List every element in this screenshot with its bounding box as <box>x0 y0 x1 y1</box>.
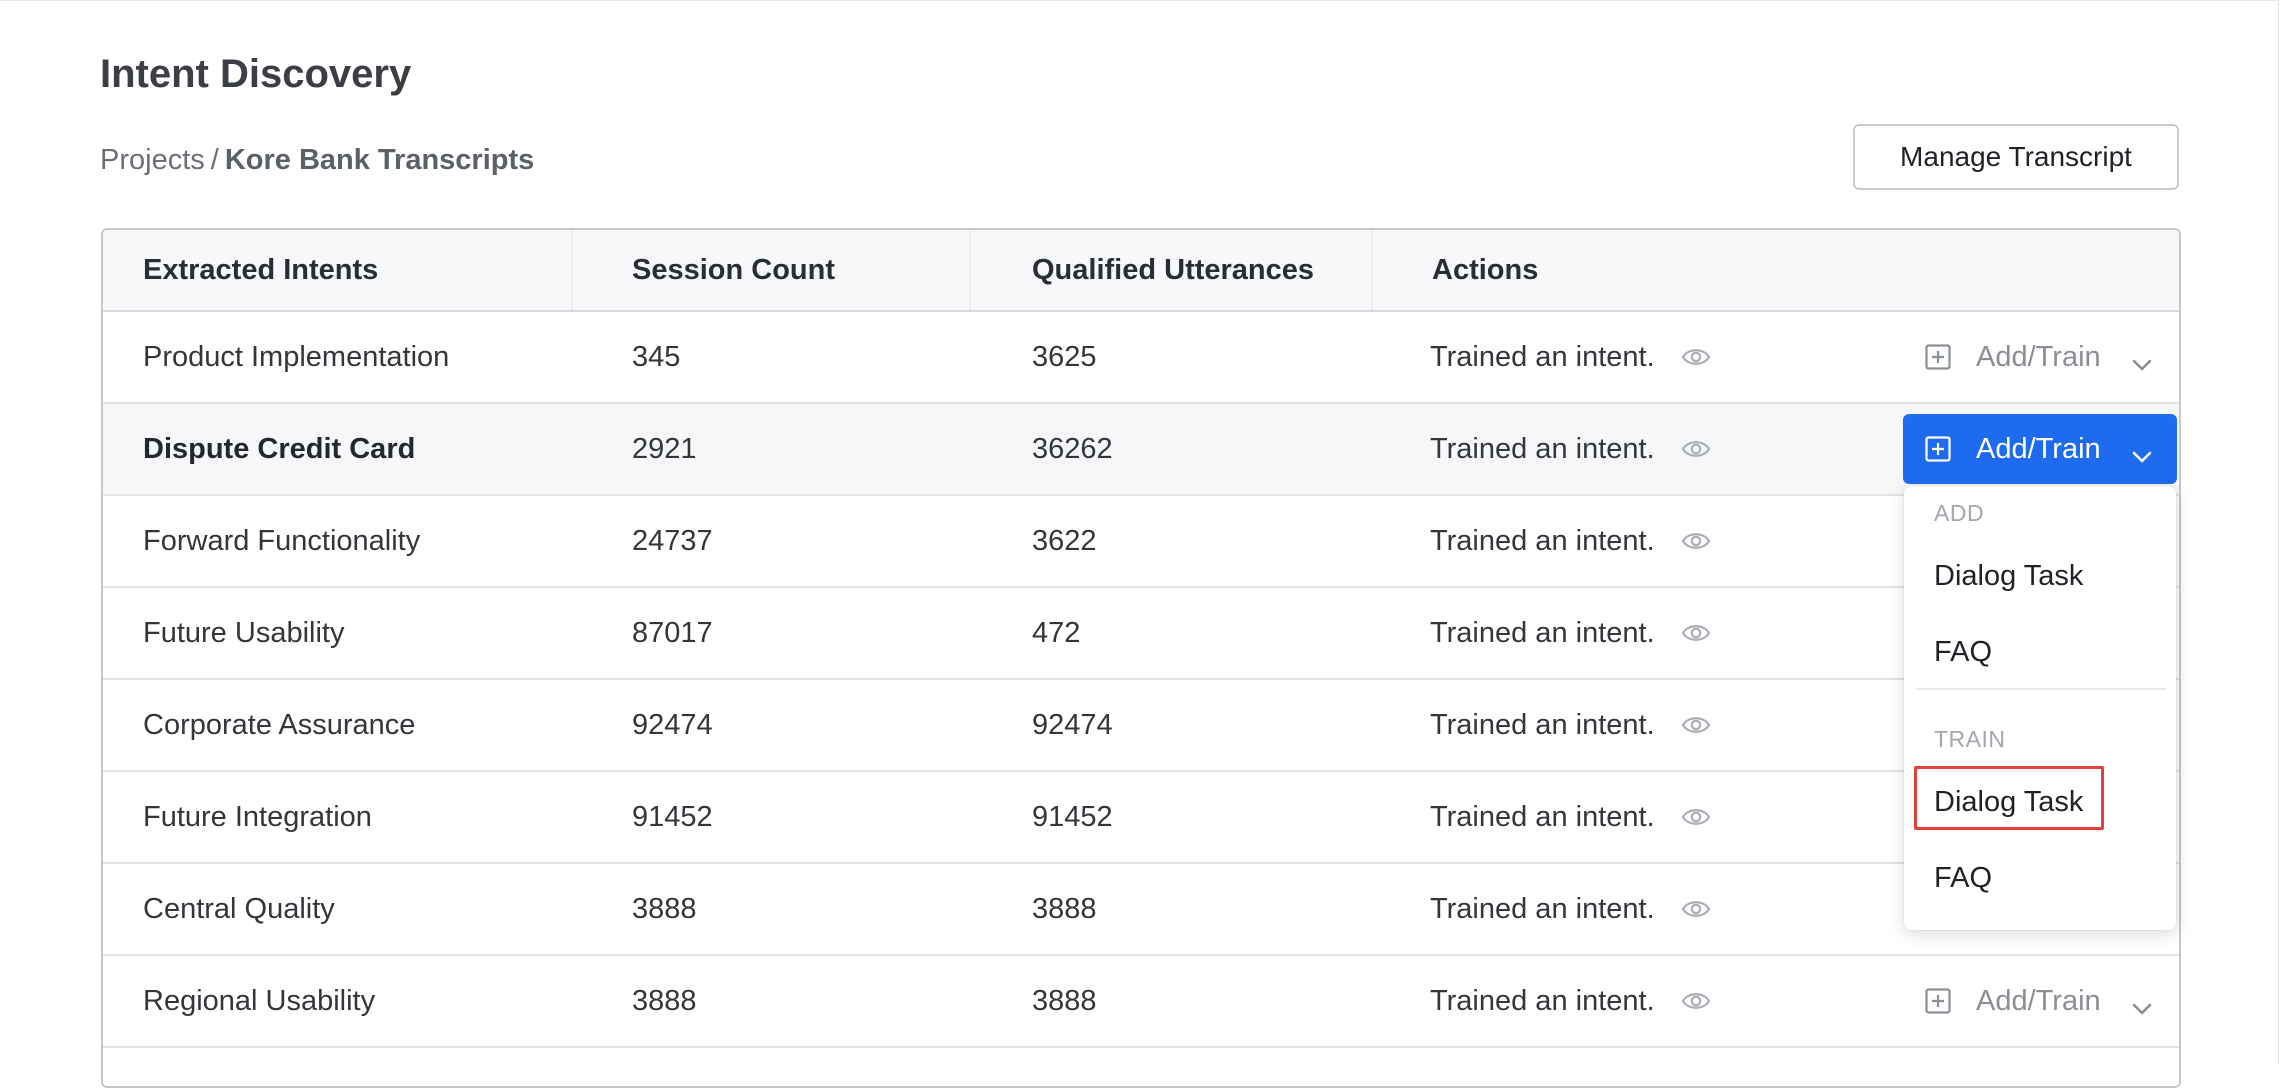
intent-name: Corporate Assurance <box>143 708 416 741</box>
session-count: 87017 <box>632 616 713 649</box>
qualified-utterances: 36262 <box>1032 432 1113 465</box>
manage-transcript-button[interactable]: Manage Transcript <box>1853 124 2179 190</box>
eye-icon[interactable] <box>1681 804 1711 830</box>
session-count: 345 <box>632 340 681 373</box>
status-text: Trained an intent. <box>1430 616 1655 649</box>
session-count: 91452 <box>632 800 713 833</box>
status-text: Trained an intent. <box>1430 708 1655 741</box>
column-header-session-count[interactable]: Session Count <box>632 253 836 286</box>
table-row[interactable]: Forward Functionality 24737 3622 Trained an… <box>103 496 2179 588</box>
breadcrumb-projects-link[interactable]: Projects <box>100 144 205 176</box>
eye-icon[interactable] <box>1681 712 1711 738</box>
page-frame <box>0 0 2279 1065</box>
add-train-button[interactable]: Add/Train <box>1903 966 2177 1036</box>
intent-name: Dispute Credit Card <box>143 432 416 465</box>
eye-icon[interactable] <box>1681 436 1711 462</box>
table-row[interactable]: Product Implementation 345 3625 Trained an … <box>103 312 2179 404</box>
chevron-down-icon[interactable] <box>2131 348 2153 371</box>
intents-table: Extracted Intents Session Count Qualifie… <box>101 228 2181 1088</box>
intent-name: Regional Usability <box>143 984 376 1017</box>
dropdown-divider <box>1916 688 2166 690</box>
table-row[interactable]: Regional Usability 3888 3888 Trained an int… <box>103 956 2179 1048</box>
intent-name: Product Implementation <box>143 340 450 373</box>
dropdown-train-dialog-task[interactable]: Dialog Task <box>1934 786 2084 818</box>
eye-icon[interactable] <box>1681 528 1711 554</box>
column-header-extracted-intents[interactable]: Extracted Intents <box>143 253 379 286</box>
qualified-utterances: 92474 <box>1032 708 1113 741</box>
column-divider <box>969 230 971 310</box>
table-row[interactable]: Future Usability 87017 472 Trained an inten… <box>103 588 2179 680</box>
session-count: 24737 <box>632 524 713 557</box>
page-title: Intent Discovery <box>100 52 412 96</box>
session-count: 3888 <box>632 984 697 1017</box>
plus-square-icon <box>1925 436 1951 462</box>
eye-icon[interactable] <box>1681 896 1711 922</box>
add-train-label: Add/Train <box>1976 340 2101 373</box>
session-count: 3888 <box>632 892 697 925</box>
table-row[interactable]: Future Integration 91452 91452 Trained an i… <box>103 772 2179 864</box>
chevron-down-icon[interactable] <box>2131 992 2153 1015</box>
column-header-qualified-utterances[interactable]: Qualified Utterances <box>1032 253 1315 286</box>
column-header-actions: Actions <box>1432 253 1539 286</box>
add-train-dropdown-menu: ADD Dialog Task FAQ TRAIN Dialog Task FA… <box>1904 486 2176 930</box>
dropdown-add-faq[interactable]: FAQ <box>1934 636 1993 668</box>
dropdown-train-faq[interactable]: FAQ <box>1934 862 1993 894</box>
table-row[interactable]: Corporate Assurance 92474 92474 Trained an … <box>103 680 2179 772</box>
status-text: Trained an intent. <box>1430 984 1655 1017</box>
plus-square-icon <box>1925 344 1951 370</box>
dropdown-section-add-header: ADD <box>1934 500 1985 526</box>
qualified-utterances: 3888 <box>1032 984 1097 1017</box>
table-row[interactable]: Dispute Credit Card 2921 36262 Trained an i… <box>103 404 2179 496</box>
dropdown-section-train-header: TRAIN <box>1934 726 2006 752</box>
qualified-utterances: 3625 <box>1032 340 1097 373</box>
session-count: 2921 <box>632 432 697 465</box>
breadcrumb: Projects / Kore Bank Transcripts <box>100 144 534 177</box>
eye-icon[interactable] <box>1681 620 1711 646</box>
column-divider <box>571 230 573 310</box>
status-text: Trained an intent. <box>1430 892 1655 925</box>
qualified-utterances: 472 <box>1032 616 1081 649</box>
intent-name: Future Integration <box>143 800 372 833</box>
table-header: Extracted Intents Session Count Qualifie… <box>103 230 2179 312</box>
column-divider <box>1371 230 1373 310</box>
add-train-button[interactable]: Add/Train <box>1903 322 2177 392</box>
add-train-label: Add/Train <box>1976 984 2101 1017</box>
status-text: Trained an intent. <box>1430 800 1655 833</box>
session-count: 92474 <box>632 708 713 741</box>
qualified-utterances: 91452 <box>1032 800 1113 833</box>
intent-name: Central Quality <box>143 892 335 925</box>
eye-icon[interactable] <box>1681 988 1711 1014</box>
add-train-label: Add/Train <box>1976 432 2101 465</box>
status-text: Trained an intent. <box>1430 340 1655 373</box>
add-train-button[interactable]: Add/Train <box>1903 414 2177 484</box>
intent-name: Forward Functionality <box>143 524 421 557</box>
table-row[interactable]: Central Quality 3888 3888 Trained an intent… <box>103 864 2179 956</box>
breadcrumb-current: Kore Bank Transcripts <box>224 144 535 176</box>
qualified-utterances: 3622 <box>1032 524 1097 557</box>
status-text: Trained an intent. <box>1430 432 1655 465</box>
plus-square-icon <box>1925 988 1951 1014</box>
chevron-down-icon[interactable] <box>2131 440 2153 463</box>
dropdown-add-dialog-task[interactable]: Dialog Task <box>1934 560 2084 592</box>
eye-icon[interactable] <box>1681 344 1711 370</box>
status-text: Trained an intent. <box>1430 524 1655 557</box>
intent-name: Future Usability <box>143 616 345 649</box>
qualified-utterances: 3888 <box>1032 892 1097 925</box>
breadcrumb-separator: / <box>210 144 219 176</box>
